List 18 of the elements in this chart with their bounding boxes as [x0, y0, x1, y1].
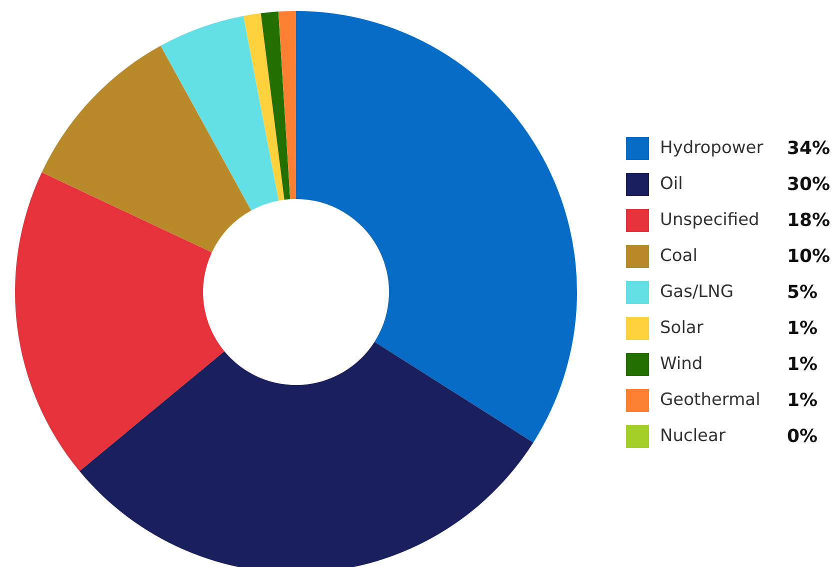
data-label: 1%	[787, 318, 818, 338]
legend-label: Nuclear	[660, 426, 726, 446]
legend-label: Hydropower	[660, 138, 764, 158]
legend-label: Geothermal	[660, 390, 762, 410]
data-label: 18%	[787, 210, 830, 230]
legend-label: Oil	[660, 174, 684, 194]
legend-label: Gas/LNG	[660, 282, 735, 302]
data-label: 30%	[787, 174, 830, 194]
data-label: 1%	[787, 390, 818, 410]
data-label: 34%	[787, 138, 830, 158]
legend-label: Coal	[660, 246, 698, 266]
legend-label: Wind	[660, 354, 704, 374]
data-label: 5%	[787, 282, 818, 302]
data-label: 10%	[787, 246, 830, 266]
legend-label: Unspecified	[660, 210, 760, 230]
data-label: 1%	[787, 354, 818, 374]
legend-label: Solar	[660, 318, 704, 338]
text: 0%	[787, 426, 818, 446]
